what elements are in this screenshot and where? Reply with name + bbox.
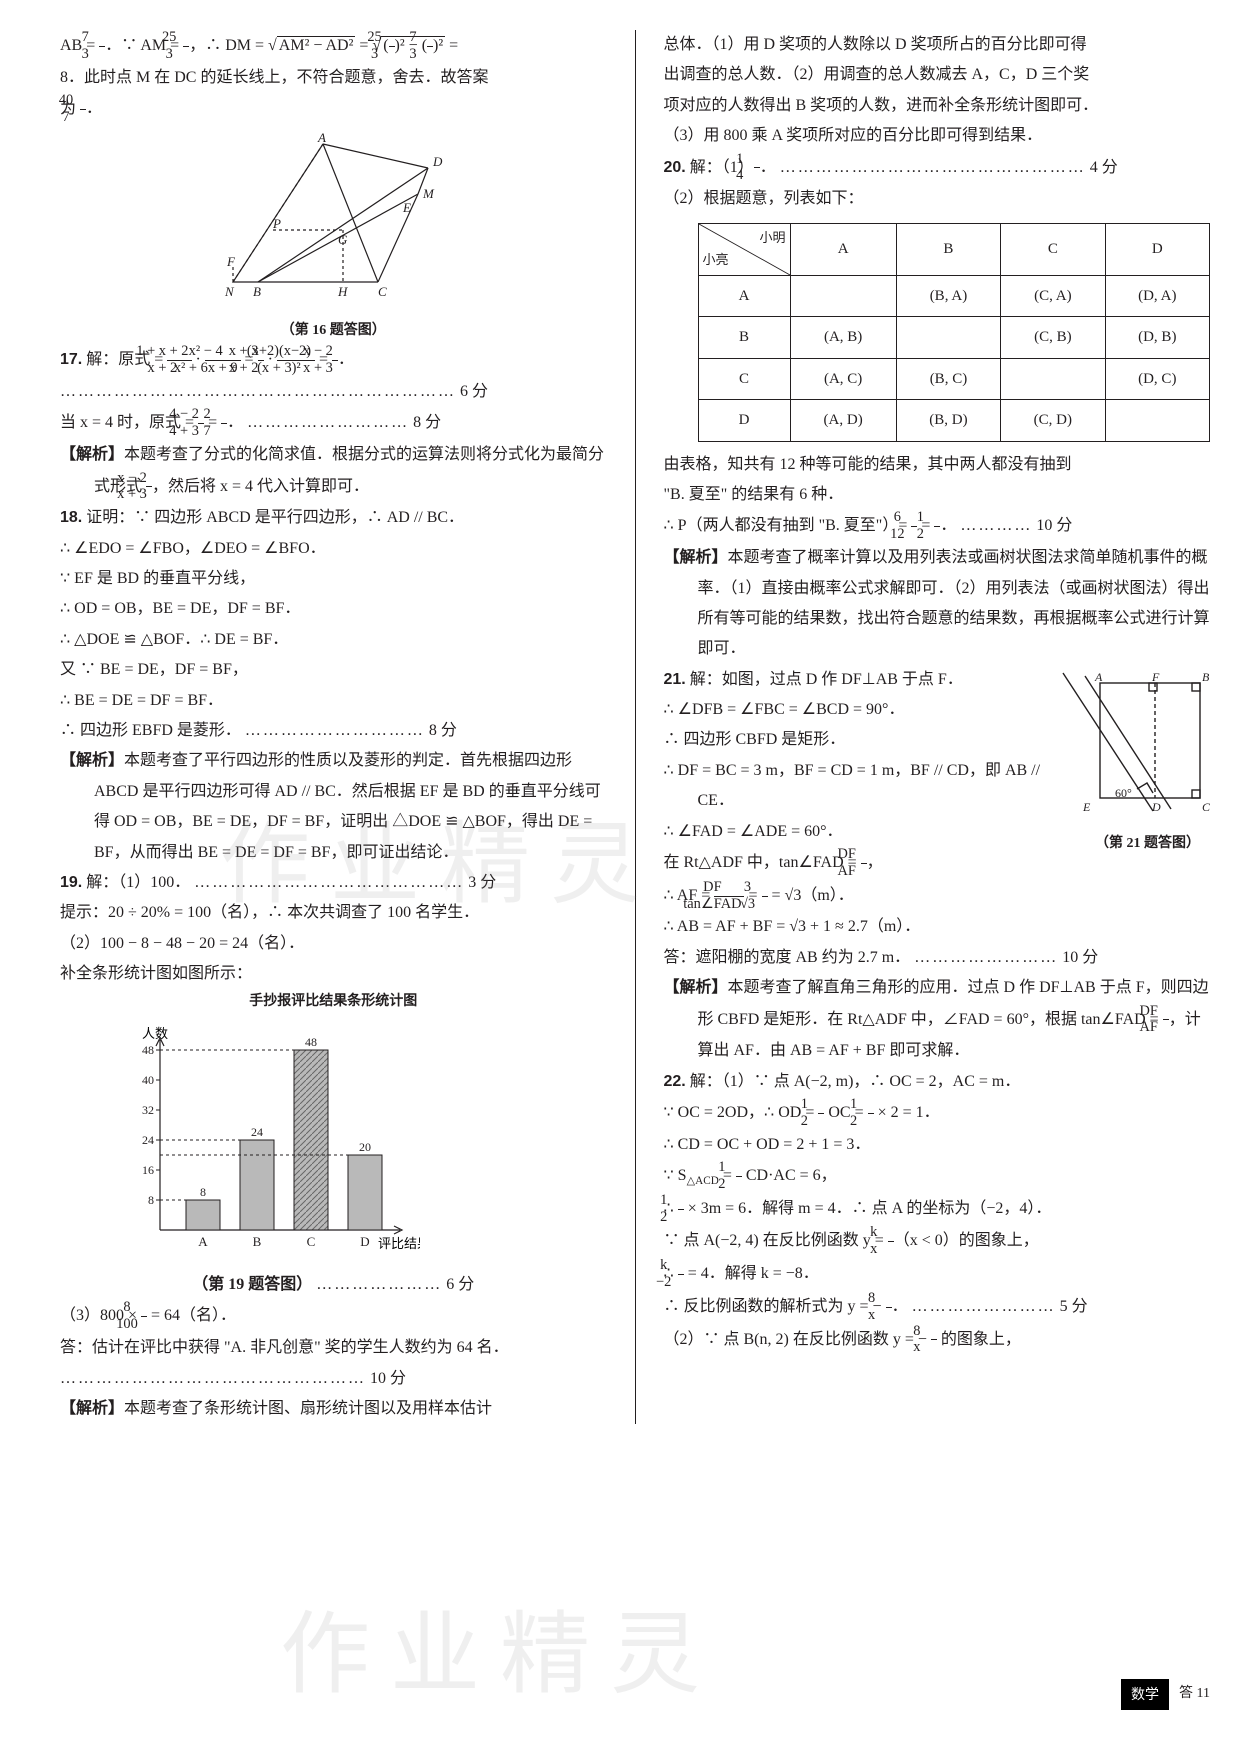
q20-table: 小明 小亮 A B C D A(B, A)(C, A)(D, A)B(A, B)… — [698, 223, 1211, 442]
svg-text:C: C — [307, 1234, 316, 1249]
text: 由表格，知共有 12 种等可能的结果，其中两人都没有抽到 — [664, 450, 1211, 480]
q16-continuation: AB = 73．∵ AM = 253，∴ DM = √AM² − AD² = √… — [60, 30, 607, 63]
svg-text:24: 24 — [251, 1125, 263, 1139]
text: 8．此时点 M 在 DC 的延长线上，不符合题意，舍去．故答案 — [60, 63, 607, 93]
svg-text:A: A — [317, 132, 326, 145]
q16-figure: A D M E G P F N B H C — [203, 132, 463, 312]
page-footer: 数学 答 11 — [1121, 1679, 1210, 1710]
svg-text:32: 32 — [142, 1103, 154, 1117]
svg-text:16: 16 — [142, 1163, 154, 1177]
svg-text:H: H — [337, 284, 348, 299]
score-line: …………………………………………… 10 分 — [60, 1364, 607, 1394]
subject-tag: 数学 — [1121, 1679, 1169, 1710]
q17-number: 17. — [60, 351, 82, 368]
text: ∴ ∠EDO = ∠FBO，∠DEO = ∠BFO． — [60, 534, 607, 564]
svg-text:E: E — [1082, 800, 1091, 814]
q21-caption: （第 21 题答图） — [1095, 831, 1200, 858]
q21-figure: A F B 60° E D C — [1055, 671, 1210, 831]
text: 总体．（1）用 D 奖项的人数除以 D 奖项所占的百分比即可得 — [664, 30, 1211, 60]
q20-analysis: 【解析】本题考查了概率计算以及用列表法或画树状图法求简单随机事件的概率．（1）直… — [664, 543, 1211, 665]
text: ∴ △DOE ≌ △BOF．∴ DE = BF． — [60, 625, 607, 655]
svg-text:20: 20 — [359, 1140, 371, 1154]
q19-barchart: 8 16 24 32 40 48 A B C D 8 24 48 20 人数 评比结果 — [120, 1020, 420, 1270]
svg-text:C: C — [1202, 800, 1210, 814]
svg-text:48: 48 — [142, 1043, 154, 1057]
text: "B. 夏至" 的结果有 6 种． — [664, 480, 1211, 510]
svg-text:F: F — [1151, 671, 1160, 684]
svg-text:G: G — [338, 232, 348, 247]
text: 提示：20 ÷ 20% = 100（名），∴ 本次共调查了 100 名学生． — [60, 898, 607, 928]
text: ∵ 点 A(−2, 4) 在反比例函数 y = kx（x < 0）的图象上， — [664, 1225, 1211, 1258]
svg-text:A: A — [1094, 671, 1103, 684]
q20: 20. 解：（1）14． …………………………………………… 4 分 — [664, 152, 1211, 185]
left-column: AB = 73．∵ AM = 253，∴ DM = √AM² − AD² = √… — [60, 30, 607, 1424]
svg-text:40: 40 — [142, 1073, 154, 1087]
svg-text:D: D — [360, 1234, 369, 1249]
q18-analysis: 【解析】本题考查了平行四边形的性质以及菱形的判定．首先根据四边形 ABCD 是平… — [60, 746, 607, 868]
svg-text:M: M — [422, 186, 435, 201]
text: ∴ AB = AF + BF = √3 + 1 ≈ 2.7（m）． — [664, 912, 1211, 942]
svg-text:B: B — [253, 1234, 262, 1249]
text: ∴ CD = OC + OD = 2 + 1 = 3． — [664, 1130, 1211, 1160]
svg-text:60°: 60° — [1115, 786, 1132, 800]
svg-text:8: 8 — [200, 1185, 206, 1199]
q19-caption-line: （第 19 题答图） ………………… 6 分 — [60, 1270, 607, 1300]
text: ∴ 12 × 3m = 6．解得 m = 4．∴ 点 A 的坐标为（−2，4）． — [664, 1193, 1211, 1226]
text: 为 407． — [60, 93, 607, 126]
q16-caption: （第 16 题答图） — [60, 318, 607, 345]
svg-text:8: 8 — [148, 1193, 154, 1207]
text: 出调查的总人数．（2）用调查的总人数减去 A，C，D 三个奖 — [664, 60, 1211, 90]
svg-text:A: A — [198, 1234, 208, 1249]
score-line: ………………………………………………………… 6 分 — [60, 377, 607, 407]
text: ∵ S△ACD = 12 CD·AC = 6， — [664, 1160, 1211, 1193]
text: ∴ k−2 = 4．解得 k = −8． — [664, 1258, 1211, 1291]
text: ∴ AF = DFtan∠FAD = 3√3 = √3（m）． — [664, 880, 1211, 913]
text: ∴ OD = OB，BE = DE，DF = BF． — [60, 594, 607, 624]
svg-text:C: C — [378, 284, 387, 299]
text: ∴ P（两人都没有抽到 "B. 夏至"）= 612 = 12． ………… 10 … — [664, 510, 1211, 543]
svg-text:D: D — [432, 154, 443, 169]
q19: 19. 解：（1）100． ……………………………………… 3 分 — [60, 868, 607, 898]
text: （2）根据题意，列表如下： — [664, 184, 1211, 214]
svg-text:评比结果: 评比结果 — [378, 1236, 420, 1251]
column-divider — [635, 30, 636, 1424]
svg-text:24: 24 — [142, 1133, 154, 1147]
page-root: AB = 73．∵ AM = 253，∴ DM = √AM² − AD² = √… — [0, 0, 1250, 1444]
text: 补全条形统计图如图所示： — [60, 959, 607, 989]
svg-text:B: B — [1202, 671, 1210, 684]
q19-chart-title: 手抄报评比结果条形统计图 — [60, 989, 607, 1016]
page-number: 答 11 — [1179, 1681, 1210, 1708]
text: （2）∵ 点 B(n, 2) 在反比例函数 y = − 8x 的图象上， — [664, 1324, 1211, 1357]
svg-text:B: B — [253, 284, 261, 299]
q22: 22. 解：（1）∵ 点 A(−2, m)，∴ OC = 2，AC = m． — [664, 1067, 1211, 1097]
text: ∴ BE = DE = DF = BF． — [60, 686, 607, 716]
text: ∵ OC = 2OD，∴ OD = 12 OC = 12 × 2 = 1． — [664, 1097, 1211, 1130]
text: 项对应的人数得出 B 奖项的人数，进而补全条形统计图即可． — [664, 91, 1211, 121]
text: （2）100 − 8 − 48 − 20 = 24（名）． — [60, 929, 607, 959]
text: 又 ∵ BE = DE，DF = BF， — [60, 655, 607, 685]
text: （3）800 × 8100 = 64（名）． — [60, 1300, 607, 1333]
text: 答：估计在评比中获得 "A. 非凡创意" 奖的学生人数约为 64 名． — [60, 1333, 607, 1363]
svg-text:人数: 人数 — [142, 1026, 168, 1041]
text: 当 x = 4 时，原式 = 4 − 24 + 3 = 27． ……………………… — [60, 407, 607, 440]
right-column: 总体．（1）用 D 奖项的人数除以 D 奖项所占的百分比即可得 出调查的总人数．… — [664, 30, 1211, 1424]
svg-text:D: D — [1151, 800, 1161, 814]
svg-text:N: N — [224, 284, 235, 299]
watermark: 作业精灵 — [280, 1570, 720, 1741]
q17-analysis: 【解析】本题考查了分式的化简求值．根据分式的运算法则将分式化为最简分式形式 x … — [60, 440, 607, 503]
text: ∴ 反比例函数的解析式为 y = − 8x． …………………… 5 分 — [664, 1291, 1211, 1324]
q19-analysis: 【解析】本题考查了条形统计图、扇形统计图以及用样本估计 — [60, 1394, 607, 1424]
text: （3）用 800 乘 A 奖项所对应的百分比即可得到结果． — [664, 121, 1211, 151]
svg-text:48: 48 — [305, 1035, 317, 1049]
text: ∴ 四边形 EBFD 是菱形． ………………………… 8 分 — [60, 716, 607, 746]
svg-text:P: P — [272, 216, 281, 231]
q17: 17. 解：原式 = 1 + x + 2x + 2 · x² − 4x² + 6… — [60, 344, 607, 377]
svg-text:F: F — [226, 254, 236, 269]
svg-text:E: E — [402, 200, 411, 215]
q21-analysis: 【解析】本题考查了解直角三角形的应用．过点 D 作 DF⊥AB 于点 F，则四边… — [664, 973, 1211, 1066]
text: AB = 73．∵ AM = 253，∴ DM = √AM² − AD² = √… — [60, 37, 458, 54]
text: 答：遮阳棚的宽度 AB 约为 2.7 m． …………………… 10 分 — [664, 943, 1211, 973]
text: ∵ EF 是 BD 的垂直平分线， — [60, 564, 607, 594]
q18: 18. 证明：∵ 四边形 ABCD 是平行四边形，∴ AD // BC． — [60, 503, 607, 533]
